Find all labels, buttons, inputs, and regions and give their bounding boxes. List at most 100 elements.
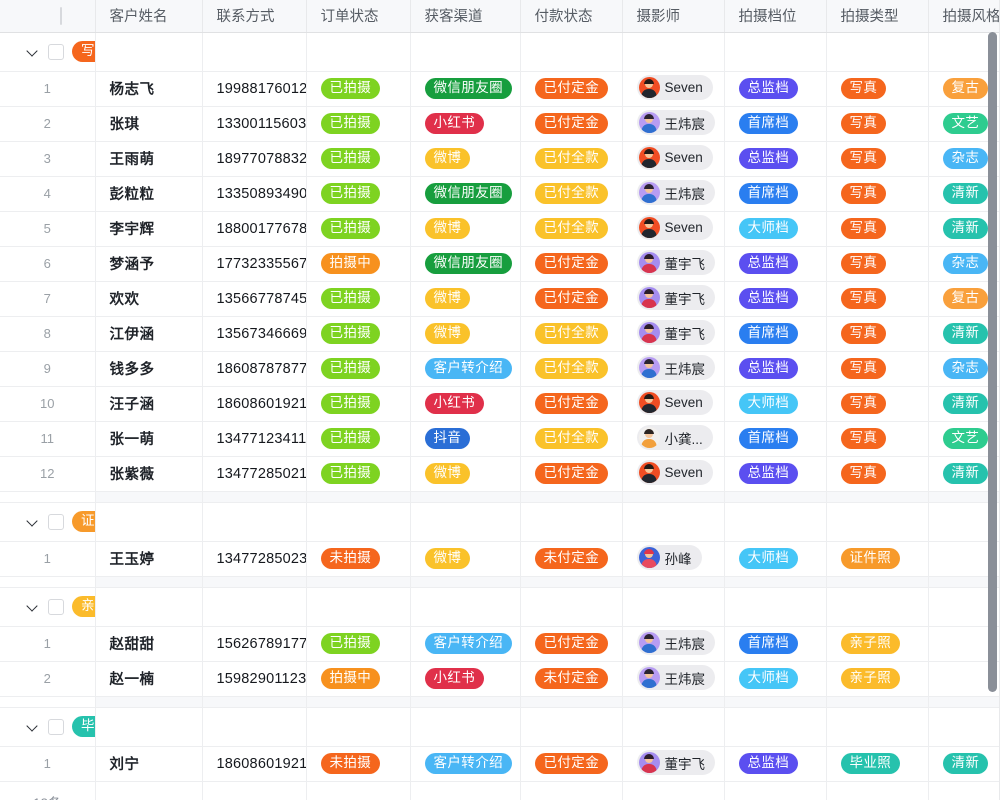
shooting-tier-cell[interactable]: 大师档 <box>724 211 827 247</box>
table-row[interactable]: 1 赵甜甜 15626789177 已拍摄 客户转介绍 已付定金 王炜宸 首席档 亲子照 <box>0 626 1000 662</box>
shooting-type-cell[interactable]: 证件照 <box>826 541 929 577</box>
photographer-chip[interactable]: 王炜宸 <box>636 630 715 655</box>
shooting-tier-cell[interactable]: 首席档 <box>724 626 827 662</box>
acquisition-channel-cell[interactable]: 小红书 <box>410 386 521 422</box>
order-status-cell[interactable]: 已拍摄 <box>306 456 411 492</box>
payment-status-cell[interactable]: 已付定金 <box>520 71 623 107</box>
payment-status-cell[interactable]: 已付全款 <box>520 141 623 177</box>
order-status-cell[interactable]: 已拍摄 <box>306 421 411 457</box>
shooting-type-cell[interactable]: 写真 <box>826 106 929 142</box>
table-row[interactable]: 2 赵一楠 15982901123 拍摄中 小红书 未付定金 王炜宸 大师档 亲子照 <box>0 661 1000 697</box>
payment-status-cell[interactable]: 已付全款 <box>520 211 623 247</box>
chevron-down-icon[interactable] <box>27 515 40 528</box>
shooting-type-cell[interactable]: 写真 <box>826 141 929 177</box>
photographer-cell[interactable]: 董宇飞 <box>622 316 725 352</box>
payment-status-cell[interactable]: 已付定金 <box>520 106 623 142</box>
chevron-down-icon[interactable] <box>27 600 40 613</box>
shooting-type-cell[interactable]: 写真 <box>826 421 929 457</box>
order-status-cell[interactable]: 已拍摄 <box>306 386 411 422</box>
payment-status-cell[interactable]: 未付定金 <box>520 541 623 577</box>
acquisition-channel-cell[interactable]: 微信朋友圈 <box>410 176 521 212</box>
payment-status-cell[interactable]: 已付定金 <box>520 746 623 782</box>
shooting-tier-cell[interactable]: 总监档 <box>724 246 827 282</box>
photographer-cell[interactable]: 董宇飞 <box>622 246 725 282</box>
table-row[interactable]: 1 刘宁 18608601921 未拍摄 客户转介绍 已付定金 董宇飞 总监档 毕业照 清新 <box>0 746 1000 782</box>
acquisition-channel-cell[interactable]: 微博 <box>410 211 521 247</box>
shooting-tier-cell[interactable]: 首席档 <box>724 176 827 212</box>
photographer-cell[interactable]: 王炜宸 <box>622 106 725 142</box>
acquisition-channel-cell[interactable]: 微博 <box>410 316 521 352</box>
table-row[interactable]: 1 王玉婷 13477285023 未拍摄 微博 未付定金 孙峰 大师档 证件照 <box>0 541 1000 577</box>
photographer-cell[interactable]: Seven <box>622 386 725 422</box>
group-select-checkbox[interactable] <box>48 513 64 530</box>
payment-status-cell[interactable]: 已付定金 <box>520 626 623 662</box>
shooting-tier-cell[interactable]: 总监档 <box>724 456 827 492</box>
order-status-cell[interactable]: 已拍摄 <box>306 141 411 177</box>
acquisition-channel-cell[interactable]: 客户转介绍 <box>410 351 521 387</box>
payment-status-cell[interactable]: 已付全款 <box>520 351 623 387</box>
order-status-cell[interactable]: 已拍摄 <box>306 176 411 212</box>
order-status-cell[interactable]: 未拍摄 <box>306 746 411 782</box>
photographer-cell[interactable]: Seven <box>622 141 725 177</box>
shooting-type-cell[interactable]: 写真 <box>826 351 929 387</box>
photographer-cell[interactable]: 小龚... <box>622 421 725 457</box>
acquisition-channel-cell[interactable]: 微博 <box>410 141 521 177</box>
table-row[interactable]: 4 彭粒粒 13350893490 已拍摄 微信朋友圈 已付全款 王炜宸 首席档 写真 清新 <box>0 176 1000 212</box>
order-status-cell[interactable]: 已拍摄 <box>306 351 411 387</box>
group-select-checkbox[interactable] <box>48 718 64 735</box>
shooting-tier-cell[interactable]: 总监档 <box>724 71 827 107</box>
payment-status-cell[interactable]: 已付全款 <box>520 421 623 457</box>
table-row[interactable]: 11 张一萌 13477123411 已拍摄 抖音 已付全款 小龚... 首席档 写真 文艺 <box>0 421 1000 457</box>
order-status-cell[interactable]: 已拍摄 <box>306 71 411 107</box>
shooting-tier-cell[interactable]: 总监档 <box>724 746 827 782</box>
acquisition-channel-cell[interactable]: 微博 <box>410 456 521 492</box>
photographer-cell[interactable]: 王炜宸 <box>622 176 725 212</box>
chevron-down-icon[interactable] <box>27 45 40 58</box>
acquisition-channel-cell[interactable]: 微信朋友圈 <box>410 71 521 107</box>
shooting-tier-cell[interactable]: 总监档 <box>724 351 827 387</box>
shooting-type-cell[interactable]: 写真 <box>826 386 929 422</box>
photographer-chip[interactable]: Seven <box>636 390 713 415</box>
payment-status-cell[interactable]: 未付定金 <box>520 661 623 697</box>
acquisition-channel-cell[interactable]: 微信朋友圈 <box>410 246 521 282</box>
photographer-cell[interactable]: 王炜宸 <box>622 351 725 387</box>
photographer-chip[interactable]: 王炜宸 <box>636 110 715 135</box>
table-row[interactable]: 8 江伊涵 13567346669 已拍摄 微博 已付全款 董宇飞 首席档 写真 清新 <box>0 316 1000 352</box>
acquisition-channel-cell[interactable]: 微博 <box>410 541 521 577</box>
photographer-chip[interactable]: 董宇飞 <box>636 750 715 775</box>
order-status-cell[interactable]: 已拍摄 <box>306 316 411 352</box>
table-row[interactable]: 3 王雨萌 18977078832 已拍摄 微博 已付全款 Seven 总监档 写真 杂志 <box>0 141 1000 177</box>
photographer-chip[interactable]: 董宇飞 <box>636 250 715 275</box>
shooting-tier-cell[interactable]: 总监档 <box>724 281 827 317</box>
photographer-cell[interactable]: 孙峰 <box>622 541 725 577</box>
shooting-type-cell[interactable]: 写真 <box>826 211 929 247</box>
payment-status-cell[interactable]: 已付定金 <box>520 246 623 282</box>
group-select-checkbox[interactable] <box>48 598 64 615</box>
order-status-cell[interactable]: 已拍摄 <box>306 106 411 142</box>
photographer-chip[interactable]: Seven <box>636 145 713 170</box>
payment-status-cell[interactable]: 已付全款 <box>520 316 623 352</box>
group-select-checkbox[interactable] <box>48 43 64 60</box>
shooting-type-cell[interactable]: 写真 <box>826 246 929 282</box>
payment-status-cell[interactable]: 已付定金 <box>520 456 623 492</box>
table-row[interactable]: 12 张紫薇 13477285021 已拍摄 微博 已付定金 Seven 总监档 写真 清新 <box>0 456 1000 492</box>
order-status-cell[interactable]: 已拍摄 <box>306 626 411 662</box>
photographer-chip[interactable]: Seven <box>636 460 713 485</box>
shooting-style-cell[interactable]: 清新 <box>928 746 1000 782</box>
acquisition-channel-cell[interactable]: 小红书 <box>410 106 521 142</box>
vertical-scrollbar[interactable] <box>988 32 997 692</box>
photographer-chip[interactable]: 董宇飞 <box>636 285 715 310</box>
acquisition-channel-cell[interactable]: 客户转介绍 <box>410 746 521 782</box>
shooting-type-cell[interactable]: 亲子照 <box>826 626 929 662</box>
photographer-cell[interactable]: 董宇飞 <box>622 746 725 782</box>
shooting-type-cell[interactable]: 写真 <box>826 316 929 352</box>
table-row[interactable]: 1 杨志飞 19988176012 已拍摄 微信朋友圈 已付定金 Seven 总监档 写真 复古 <box>0 71 1000 107</box>
order-status-cell[interactable]: 已拍摄 <box>306 281 411 317</box>
shooting-tier-cell[interactable]: 首席档 <box>724 421 827 457</box>
photographer-cell[interactable]: Seven <box>622 71 725 107</box>
shooting-type-cell[interactable]: 写真 <box>826 71 929 107</box>
order-status-cell[interactable]: 拍摄中 <box>306 661 411 697</box>
shooting-tier-cell[interactable]: 总监档 <box>724 141 827 177</box>
shooting-type-cell[interactable]: 写真 <box>826 281 929 317</box>
shooting-type-cell[interactable]: 毕业照 <box>826 746 929 782</box>
